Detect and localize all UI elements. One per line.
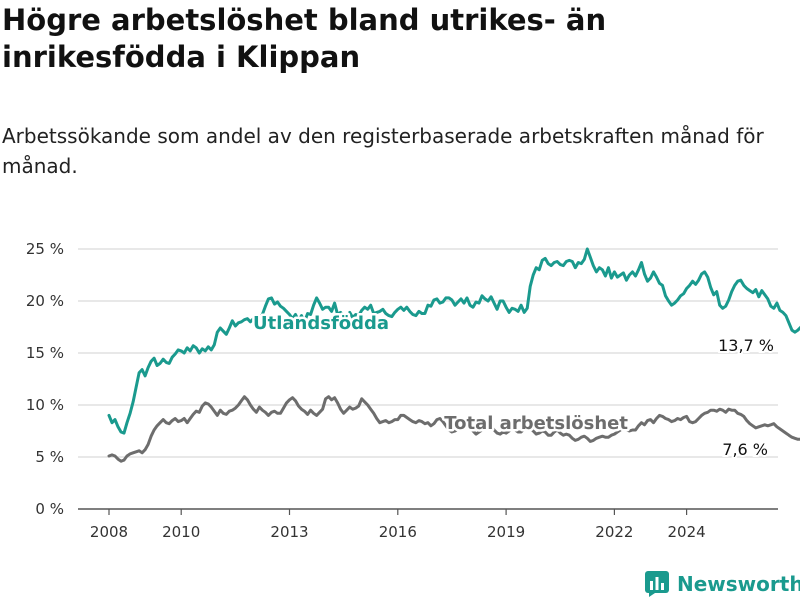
x-tick-label: 2019	[487, 523, 525, 541]
y-tick-label: 10 %	[26, 396, 64, 414]
x-tick-label: 2022	[595, 523, 633, 541]
y-tick-label: 20 %	[26, 292, 64, 310]
x-tick-label: 2016	[379, 523, 417, 541]
series-end-value-label: 7,6 %	[722, 440, 768, 459]
y-tick-label: 25 %	[26, 240, 64, 258]
grid-lines	[78, 248, 778, 458]
page-title: Högre arbetslöshet bland utrikes- än inr…	[2, 3, 607, 74]
series-name-label: Total arbetslöshet	[444, 413, 628, 434]
y-axis-ticks: 0 % 5 % 10 % 15 % 20 % 25 %	[26, 240, 64, 518]
x-axis: 2008 2010 2013 2016 2019 2022 2024	[78, 508, 778, 541]
page-subtitle: Arbetssökande som andel av den registerb…	[2, 124, 764, 178]
series-lines	[107, 247, 800, 463]
x-tick-label: 2008	[90, 523, 128, 541]
x-tick-label: 2013	[270, 523, 308, 541]
x-tick-label: 2010	[162, 523, 200, 541]
series-end-value-label: 13,7 %	[718, 336, 774, 355]
brand-name: Newsworthy	[677, 572, 800, 596]
bar-chart-logo-icon	[645, 571, 669, 597]
y-tick-label: 5 %	[35, 448, 64, 466]
series-line	[107, 395, 800, 463]
brand-logo[interactable]: Newsworthy	[645, 570, 800, 598]
series-labels: Utlandsfödda Total arbetslöshet 13,7 % 7,6 …	[251, 311, 777, 462]
x-tick-label: 2024	[668, 523, 706, 541]
y-tick-label: 0 %	[35, 500, 64, 518]
series-name-label: Utlandsfödda	[253, 313, 389, 334]
y-tick-label: 15 %	[26, 344, 64, 362]
series-line	[107, 247, 800, 435]
